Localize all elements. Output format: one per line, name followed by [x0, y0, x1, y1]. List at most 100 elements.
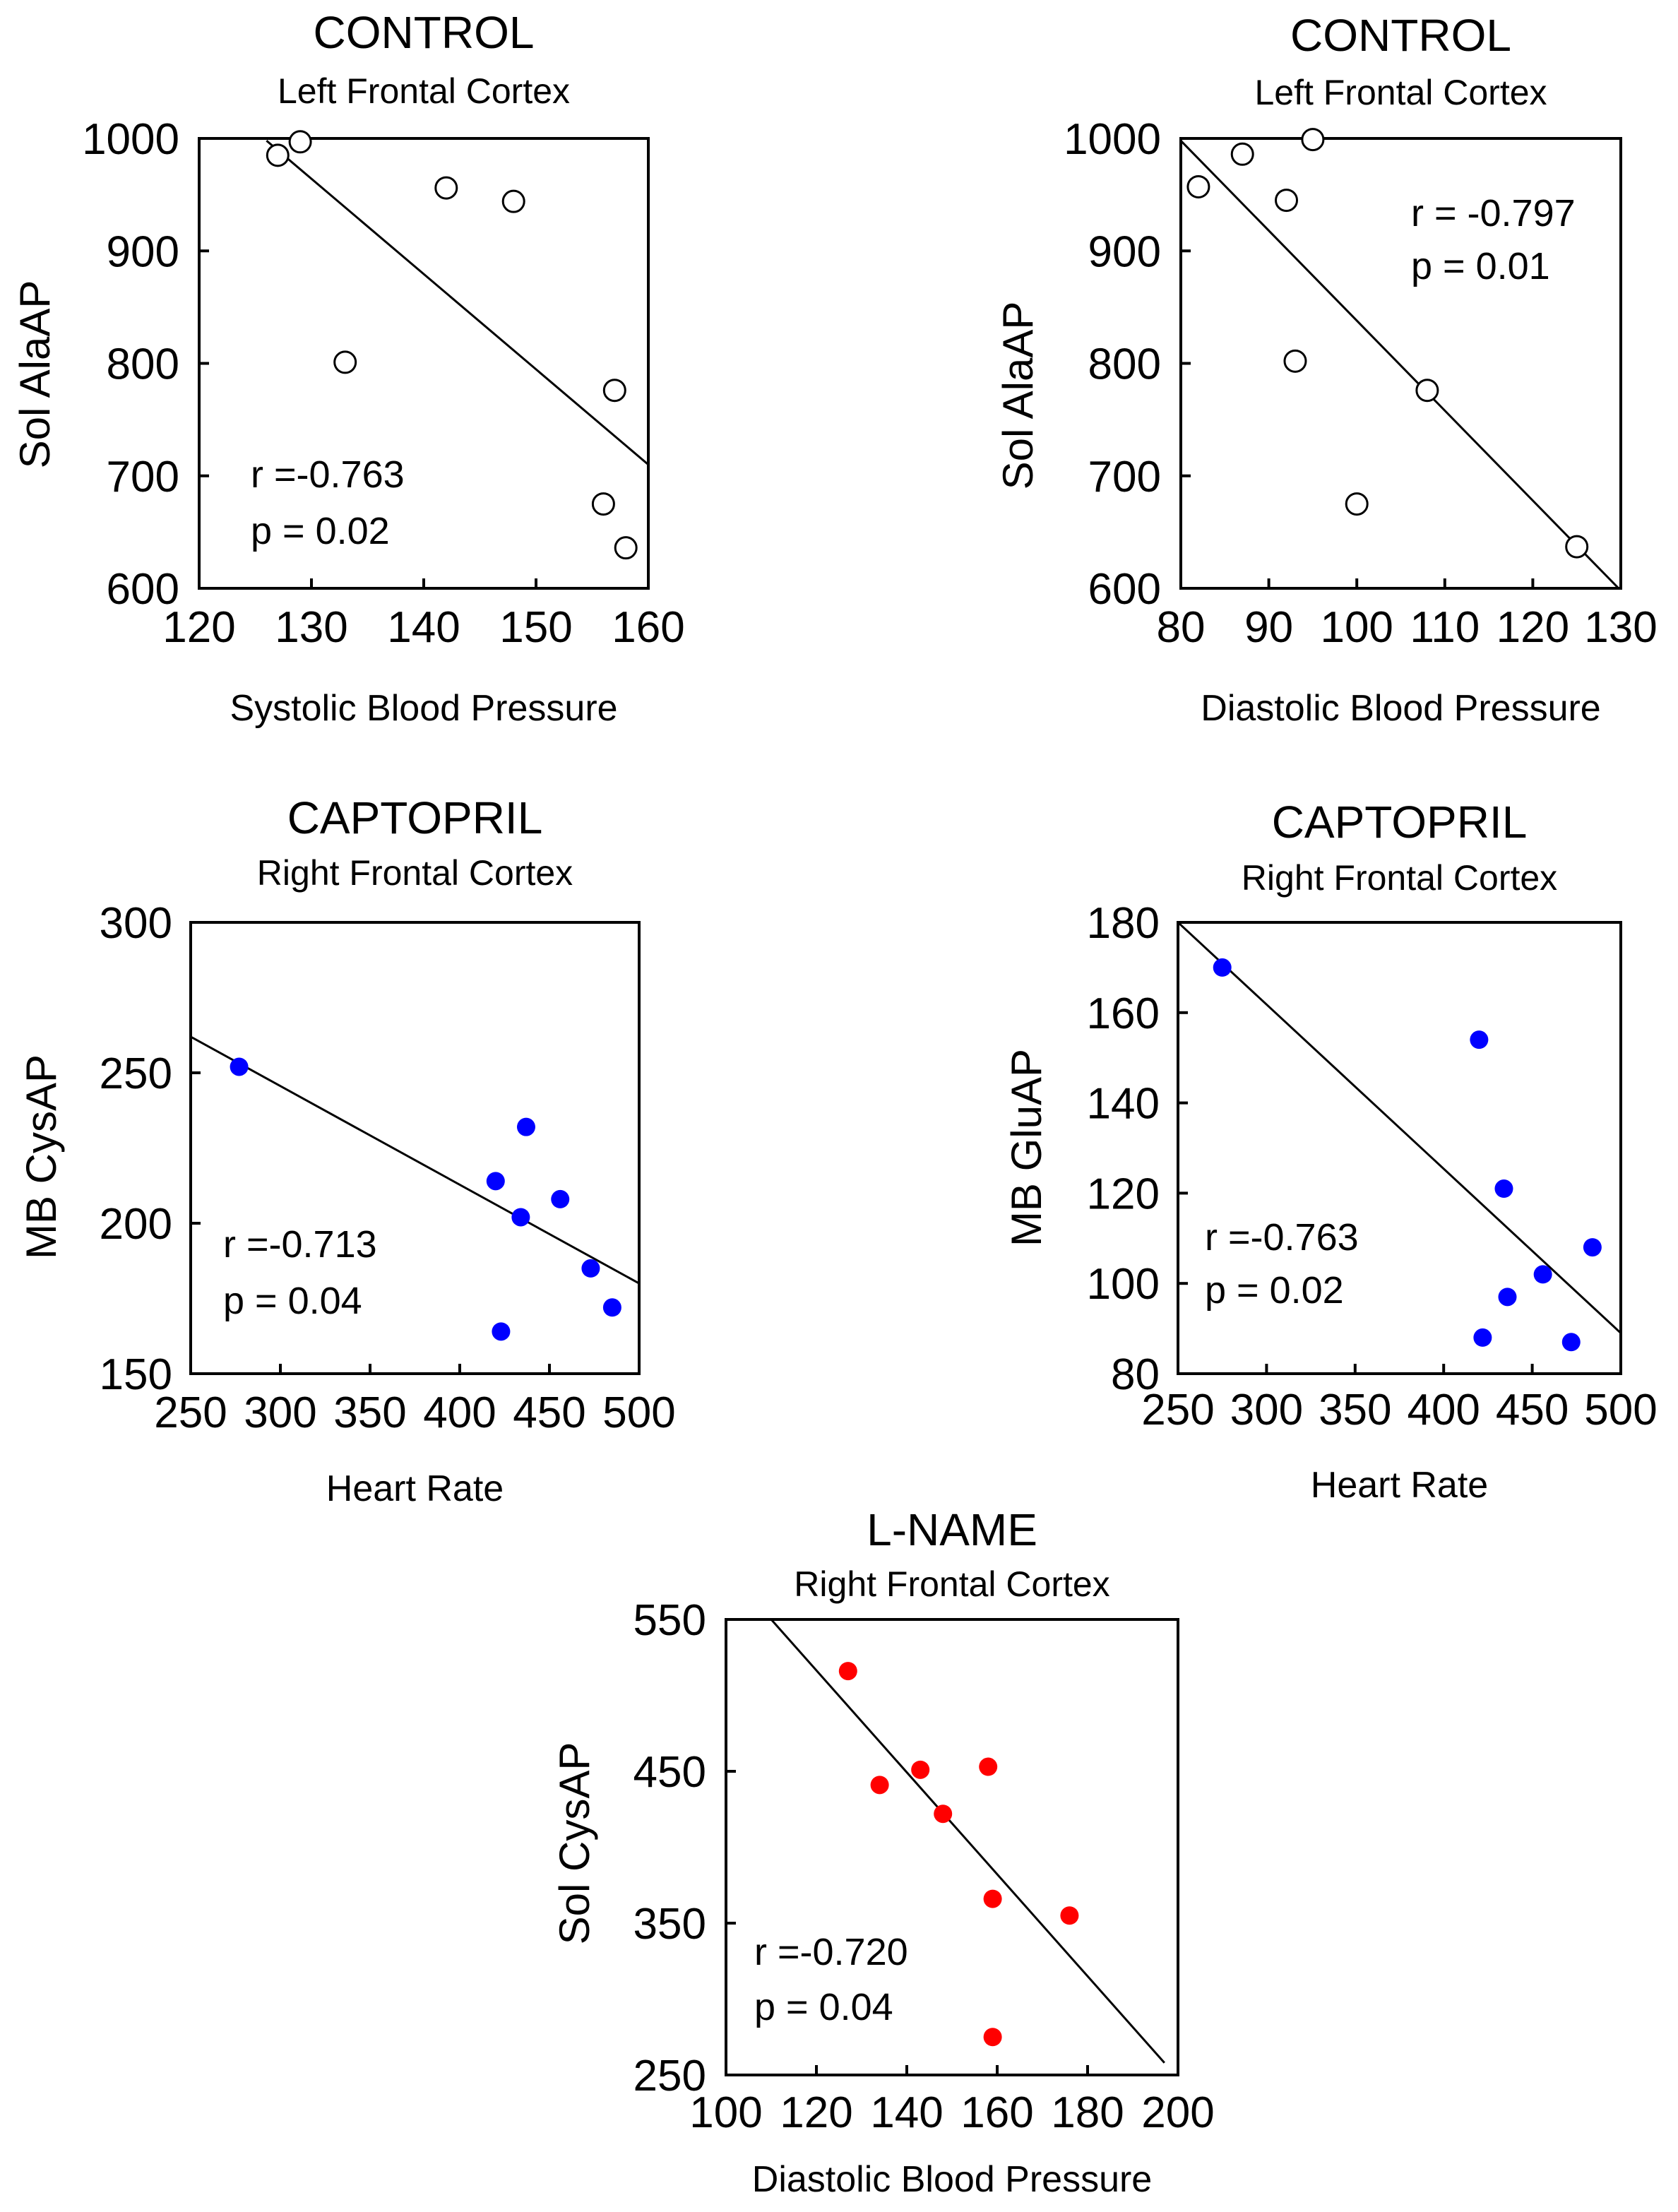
x-tick-label: 200: [1141, 2088, 1214, 2137]
y-tick-label: 80: [1111, 1350, 1160, 1399]
y-tick-label: 600: [1088, 565, 1161, 614]
data-point: [434, 176, 458, 200]
x-axis-label: Heart Rate: [326, 1468, 504, 1509]
data-point: [602, 1298, 621, 1317]
panel-title: L-NAME: [867, 1504, 1037, 1555]
data-point: [979, 1757, 998, 1776]
x-tick-label: 90: [1244, 603, 1293, 652]
plot-frame: [725, 1618, 1179, 2076]
y-tick-label: 150: [100, 1350, 172, 1399]
data-point: [1473, 1328, 1492, 1347]
panel-subtitle: Right Frontal Cortex: [794, 1564, 1109, 1604]
y-tick-label: 350: [633, 1900, 706, 1949]
x-tick-label: 300: [1230, 1386, 1303, 1434]
y-tick-label: 800: [1088, 340, 1161, 389]
data-point: [1415, 379, 1439, 403]
correlation-r-label: r = -0.797: [1411, 192, 1576, 234]
x-axis-label: Diastolic Blood Pressure: [752, 2159, 1152, 2200]
data-point: [1345, 492, 1369, 516]
data-point: [602, 379, 626, 403]
y-tick-label: 700: [107, 453, 179, 501]
p-value-label: p = 0.04: [754, 1986, 893, 2028]
panel-title: CAPTOPRIL: [287, 792, 543, 843]
regression-line: [191, 1035, 639, 1285]
x-tick-label: 250: [154, 1389, 227, 1437]
correlation-r-label: r =-0.763: [251, 453, 405, 496]
plot-frame: [1177, 921, 1622, 1375]
panel-subtitle: Right Frontal Cortex: [1242, 858, 1557, 898]
correlation-r-label: r =-0.713: [223, 1223, 377, 1266]
x-tick-label: 400: [423, 1389, 496, 1437]
y-tick-label: 300: [100, 899, 172, 948]
x-tick-label: 110: [1410, 603, 1480, 652]
x-tick-label: 130: [1584, 603, 1657, 652]
y-tick-label: 450: [633, 1748, 706, 1797]
tick-marks: [1177, 921, 1622, 1375]
data-point: [333, 350, 357, 374]
data-point: [1301, 128, 1325, 152]
data-point: [492, 1322, 511, 1341]
regression-line: [1181, 140, 1620, 588]
data-point: [1213, 958, 1232, 977]
x-tick-label: 160: [612, 603, 684, 652]
data-point: [1561, 1333, 1581, 1352]
x-axis-label: Heart Rate: [1311, 1465, 1488, 1506]
x-tick-label: 100: [689, 2088, 762, 2137]
y-axis-label: MB GluAP: [1003, 1049, 1050, 1247]
y-tick-label: 120: [1087, 1170, 1160, 1218]
data-point: [934, 1804, 953, 1824]
scatter-panel-3: CAPTOPRIL Right Frontal Cortex 250 300 350 40…: [18, 792, 676, 1509]
panel-title: CONTROL: [314, 7, 535, 58]
x-tick-label: 300: [244, 1389, 316, 1437]
data-point: [486, 1172, 505, 1191]
y-axis-label: Sol AlaAP: [994, 302, 1042, 490]
y-tick-label: 250: [633, 2052, 706, 2100]
y-tick-label: 250: [100, 1049, 172, 1098]
data-point: [551, 1189, 570, 1208]
y-axis-label: Sol AlaAP: [11, 280, 59, 469]
data-point: [266, 143, 290, 167]
data-point: [516, 1117, 535, 1136]
x-tick-label: 150: [499, 603, 572, 652]
x-tick-label: 450: [513, 1389, 585, 1437]
panel-title: CAPTOPRIL: [1272, 797, 1528, 848]
x-tick-label: 140: [870, 2088, 943, 2137]
data-point: [911, 1760, 930, 1779]
plot-frame: [189, 921, 641, 1375]
x-tick-label: 80: [1157, 603, 1206, 652]
data-point: [983, 2028, 1002, 2047]
data-point: [1275, 189, 1299, 213]
x-axis-label: Diastolic Blood Pressure: [1201, 688, 1600, 729]
x-tick-label: 500: [1584, 1386, 1657, 1434]
y-tick-label: 900: [107, 227, 179, 276]
x-tick-label: 350: [1319, 1386, 1391, 1434]
data-point: [1533, 1265, 1552, 1284]
data-point: [838, 1662, 857, 1681]
tick-marks: [198, 137, 650, 590]
data-point: [1583, 1238, 1602, 1257]
scatter-panel-1: CONTROL Left Frontal Cortex 120 130 140 150 16…: [11, 7, 685, 729]
panel-subtitle: Left Frontal Cortex: [1254, 73, 1547, 112]
x-tick-label: 130: [275, 603, 347, 652]
tick-marks: [725, 1618, 1179, 2076]
scatter-panel-2: CONTROL Left Frontal Cortex 80 90 100 110 120 1…: [994, 10, 1658, 729]
data-point: [591, 492, 615, 516]
x-tick-label: 100: [1320, 603, 1393, 652]
panel-subtitle: Left Frontal Cortex: [278, 71, 570, 111]
x-axis-label: Systolic Blood Pressure: [230, 688, 617, 729]
data-point: [614, 536, 638, 560]
data-point: [501, 189, 525, 213]
y-tick-label: 200: [100, 1200, 172, 1249]
data-point: [230, 1057, 249, 1076]
y-tick-label: 1000: [1064, 115, 1161, 164]
y-axis-label: MB CysAP: [18, 1054, 65, 1259]
y-tick-label: 180: [1087, 899, 1160, 948]
x-tick-label: 140: [387, 603, 460, 652]
data-point: [870, 1776, 889, 1795]
correlation-r-label: r =-0.763: [1205, 1216, 1359, 1259]
tick-marks: [189, 921, 641, 1375]
x-tick-label: 400: [1407, 1386, 1480, 1434]
data-point: [1565, 535, 1589, 559]
y-tick-label: 700: [1088, 453, 1161, 501]
